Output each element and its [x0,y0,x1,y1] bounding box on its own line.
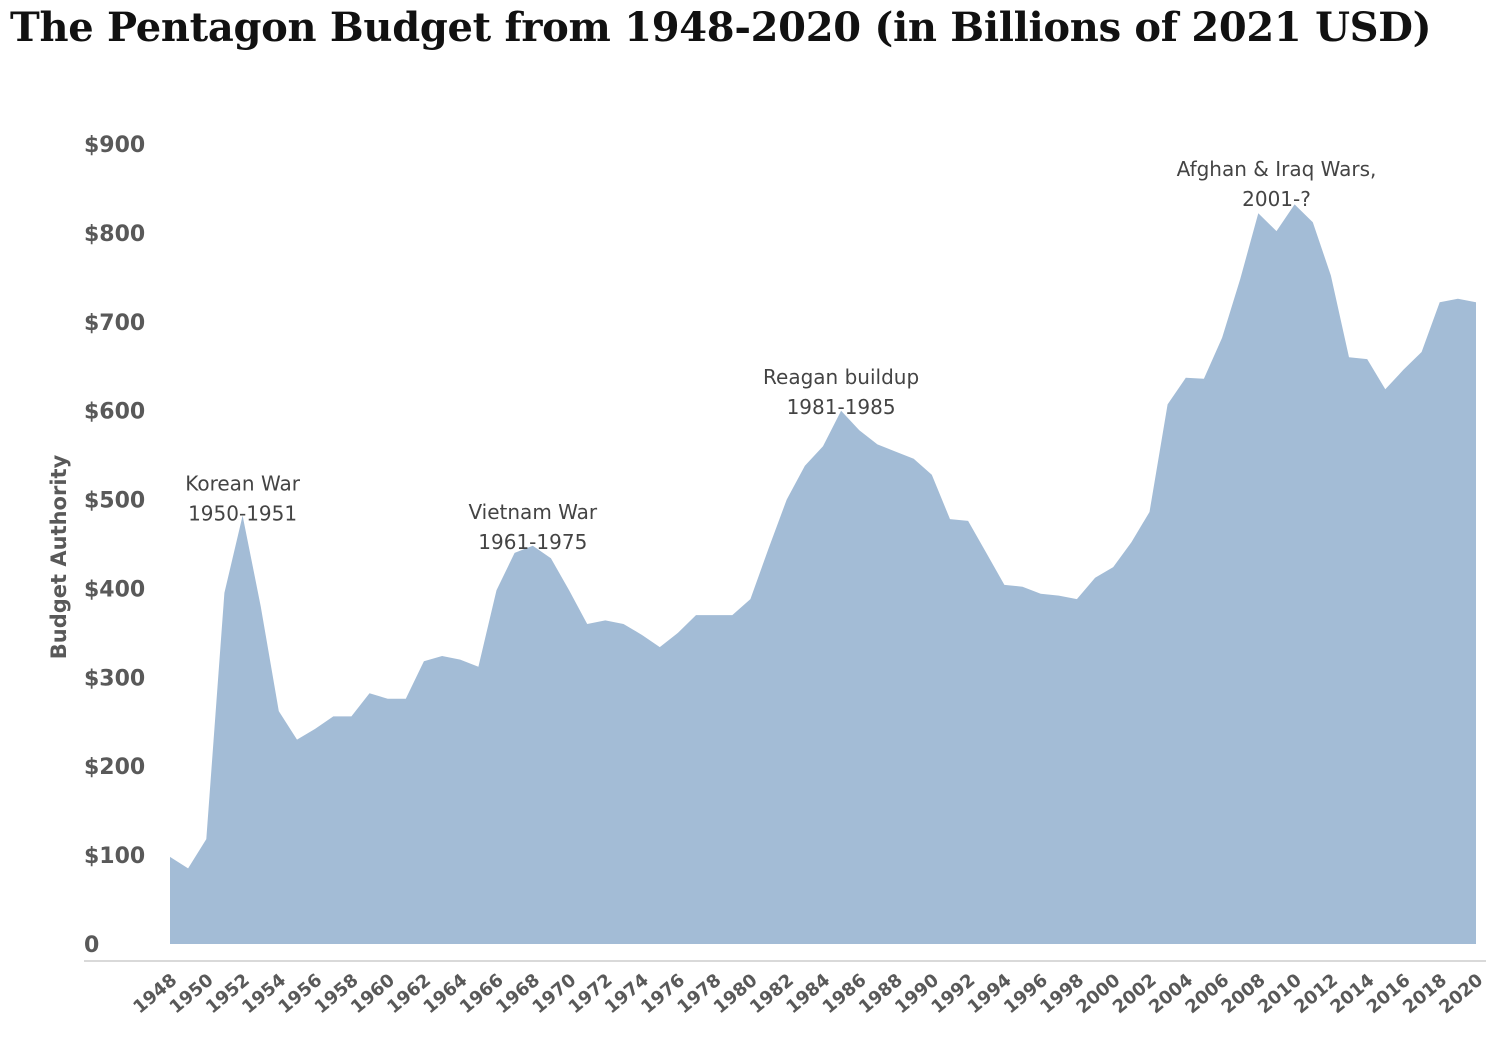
data-point-2003 [1166,402,1170,406]
annotation-title-0: Korean War [185,472,300,496]
data-point-1964 [458,658,462,662]
data-point-1972 [603,618,607,622]
data-point-2016 [1401,368,1405,372]
data-point-2000 [1111,565,1115,569]
data-point-1970 [567,588,571,592]
data-point-1962 [422,659,426,663]
annotation-title-2: Reagan buildup [763,365,919,389]
data-point-2018 [1438,300,1442,304]
annotation-title-3: Afghan & Iraq Wars, [1177,157,1377,181]
data-point-2020 [1474,300,1478,304]
data-point-1963 [440,654,444,658]
data-point-1956 [313,727,317,731]
data-point-1959 [368,691,372,695]
data-point-1978 [712,613,716,617]
data-point-1979 [730,613,734,617]
x-tick-labels: 1948195019521954195619581960196219641966… [129,970,1487,1018]
data-point-2013 [1347,355,1351,359]
y-tick-label: $500 [84,489,145,514]
data-point-2002 [1148,510,1152,514]
data-point-1987 [875,442,879,446]
y-tick-labels: 0 $100 $200 $300 $400 $500 $600 $700 $800 $900 [84,133,145,958]
y-tick-label: $200 [84,755,145,780]
data-point-2007 [1238,277,1242,281]
data-point-1984 [821,444,825,448]
data-point-1969 [549,556,553,560]
y-tick-label: $600 [84,400,145,425]
area-series-group [168,204,1478,944]
y-tick-label: $300 [84,666,145,691]
data-point-1961 [404,697,408,701]
data-point-1951 [222,591,226,595]
data-point-1988 [894,450,898,454]
y-axis-label-group: Budget Authority [47,454,71,659]
data-point-2011 [1311,220,1315,224]
annotation-years-2: 1981-1985 [787,395,896,419]
data-point-1990 [930,473,934,477]
annotation-title-1: Vietnam War [468,500,597,524]
data-point-1953 [259,604,263,608]
data-point-1973 [622,622,626,626]
data-point-1954 [277,709,281,713]
data-point-2008 [1256,211,1260,215]
data-point-1980 [748,597,752,601]
y-tick-label: $900 [84,133,145,158]
data-point-2009 [1275,229,1279,233]
data-point-1976 [676,631,680,635]
data-point-1960 [386,697,390,701]
y-tick-label: $100 [84,844,145,869]
data-point-2005 [1202,377,1206,381]
data-point-1975 [658,645,662,649]
data-point-1957 [331,714,335,718]
budget-area [170,204,1476,944]
data-point-1997 [1057,594,1061,598]
data-point-1999 [1093,576,1097,580]
y-axis-label: Budget Authority [47,454,71,659]
data-point-1950 [204,837,208,841]
page-title: The Pentagon Budget from 1948-2020 (in B… [10,4,1432,51]
data-point-1981 [767,546,771,550]
data-point-1971 [585,622,589,626]
y-tick-label: 0 [84,933,99,958]
y-tick-label: $800 [84,222,145,247]
data-point-2001 [1129,540,1133,544]
y-tick-label: $400 [84,577,145,602]
data-point-1996 [1039,592,1043,596]
data-point-2012 [1329,274,1333,278]
data-point-2017 [1420,350,1424,354]
data-point-1955 [295,738,299,742]
annotation-years-3: 2001-? [1242,187,1311,211]
data-point-1966 [495,588,499,592]
data-point-1995 [1021,585,1025,589]
annotation-years-1: 1961-1975 [478,530,587,554]
data-point-1965 [476,665,480,669]
data-point-1994 [1002,583,1006,587]
data-point-1983 [803,464,807,468]
data-point-2004 [1184,376,1188,380]
annotations: Korean War 1950-1951 Vietnam War 1961-1975 R… [185,157,1376,554]
data-point-2014 [1365,357,1369,361]
annotation-years-0: 1950-1951 [188,502,297,526]
data-point-1989 [912,457,916,461]
data-point-2015 [1383,387,1387,391]
data-point-1974 [640,633,644,637]
data-point-2006 [1220,336,1224,340]
data-point-1982 [785,498,789,502]
data-point-1991 [948,517,952,521]
data-point-1977 [694,613,698,617]
data-point-1958 [349,714,353,718]
y-tick-label: $700 [84,311,145,336]
data-point-1949 [186,866,190,870]
data-point-2019 [1456,297,1460,301]
data-point-1992 [966,519,970,523]
data-point-1986 [857,428,861,432]
data-point-1993 [984,551,988,555]
data-point-1948 [168,855,172,859]
data-point-1998 [1075,597,1079,601]
